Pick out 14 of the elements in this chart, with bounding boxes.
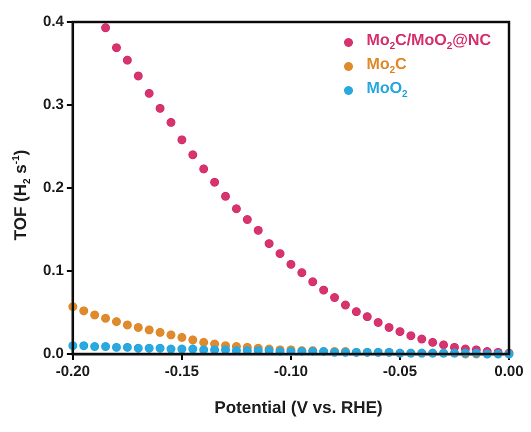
x-tick-label: 0.00	[494, 363, 524, 380]
legend-label: Mo$_{2}$C	[366, 56, 407, 76]
y-tick-label: 0.4	[42, 13, 64, 30]
legend-label: MoO$_{2}$	[366, 80, 408, 100]
x-tick-label: -0.15	[164, 363, 199, 380]
y-tick-label: 0.1	[42, 262, 64, 280]
y-tick-label: 0.0	[42, 345, 64, 362]
x-axis-title: Potential (V vs. RHE)	[213, 398, 384, 418]
x-tick-label: -0.20	[56, 363, 90, 380]
x-tick-label: -0.10	[274, 363, 308, 380]
legend-label: Mo$_{2}$C/MoO$_{2}$@NC	[366, 32, 491, 52]
y-tick-label: 0.3	[42, 96, 64, 114]
y-tick-label: 0.2	[42, 179, 64, 196]
x-tick-label: -0.05	[382, 363, 418, 380]
